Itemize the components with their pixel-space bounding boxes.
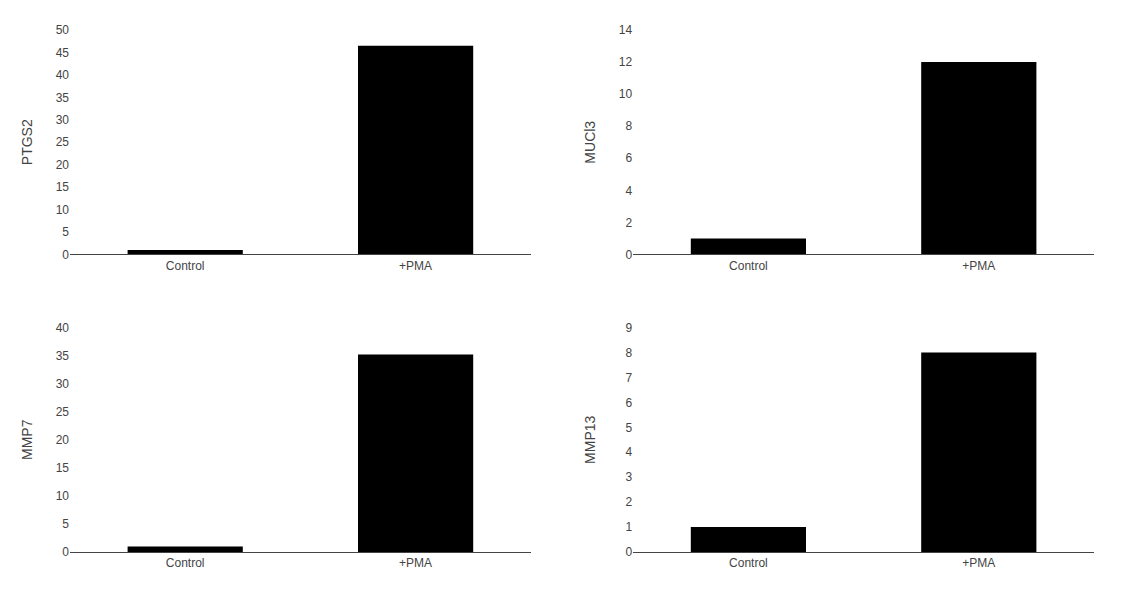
svg-text:Control: Control bbox=[729, 556, 768, 570]
svg-text:7: 7 bbox=[626, 371, 633, 385]
svg-text:5: 5 bbox=[62, 225, 69, 239]
svg-text:12: 12 bbox=[619, 55, 633, 69]
svg-text:50: 50 bbox=[56, 23, 70, 37]
svg-text:2: 2 bbox=[626, 216, 633, 230]
svg-text:0: 0 bbox=[626, 248, 633, 262]
svg-text:0: 0 bbox=[62, 248, 69, 262]
svg-text:+PMA: +PMA bbox=[399, 556, 432, 570]
svg-text:30: 30 bbox=[56, 377, 70, 391]
svg-text:+PMA: +PMA bbox=[962, 259, 995, 273]
svg-text:6: 6 bbox=[626, 151, 633, 165]
svg-text:25: 25 bbox=[56, 135, 70, 149]
svg-text:30: 30 bbox=[56, 113, 70, 127]
svg-text:+PMA: +PMA bbox=[962, 556, 995, 570]
svg-text:35: 35 bbox=[56, 349, 70, 363]
svg-text:Control: Control bbox=[166, 259, 205, 273]
svg-text:14: 14 bbox=[619, 23, 633, 37]
svg-text:8: 8 bbox=[626, 346, 633, 360]
svg-text:+PMA: +PMA bbox=[399, 259, 432, 273]
svg-text:4: 4 bbox=[626, 445, 633, 459]
svg-text:Control: Control bbox=[166, 556, 205, 570]
svg-text:10: 10 bbox=[56, 489, 70, 503]
svg-text:20: 20 bbox=[56, 433, 70, 447]
svg-text:5: 5 bbox=[62, 517, 69, 531]
svg-text:9: 9 bbox=[626, 321, 633, 335]
svg-text:2: 2 bbox=[626, 495, 633, 509]
svg-text:5: 5 bbox=[626, 421, 633, 435]
svg-text:10: 10 bbox=[56, 203, 70, 217]
svg-text:8: 8 bbox=[626, 119, 633, 133]
svg-text:10: 10 bbox=[619, 87, 633, 101]
svg-text:MMP13: MMP13 bbox=[582, 415, 598, 463]
svg-text:0: 0 bbox=[62, 545, 69, 559]
svg-text:40: 40 bbox=[56, 68, 70, 82]
svg-text:MMP7: MMP7 bbox=[19, 419, 35, 460]
svg-text:1: 1 bbox=[626, 520, 633, 534]
svg-text:35: 35 bbox=[56, 91, 70, 105]
svg-text:45: 45 bbox=[56, 46, 70, 60]
svg-text:3: 3 bbox=[626, 470, 633, 484]
svg-text:25: 25 bbox=[56, 405, 70, 419]
svg-text:15: 15 bbox=[56, 180, 70, 194]
svg-text:4: 4 bbox=[626, 184, 633, 198]
svg-text:Control: Control bbox=[729, 259, 768, 273]
svg-text:PTGS2: PTGS2 bbox=[19, 119, 35, 165]
svg-text:40: 40 bbox=[56, 321, 70, 335]
svg-text:6: 6 bbox=[626, 396, 633, 410]
svg-text:15: 15 bbox=[56, 461, 70, 475]
svg-text:20: 20 bbox=[56, 158, 70, 172]
svg-text:MUCl3: MUCl3 bbox=[582, 121, 598, 164]
svg-text:0: 0 bbox=[626, 545, 633, 559]
